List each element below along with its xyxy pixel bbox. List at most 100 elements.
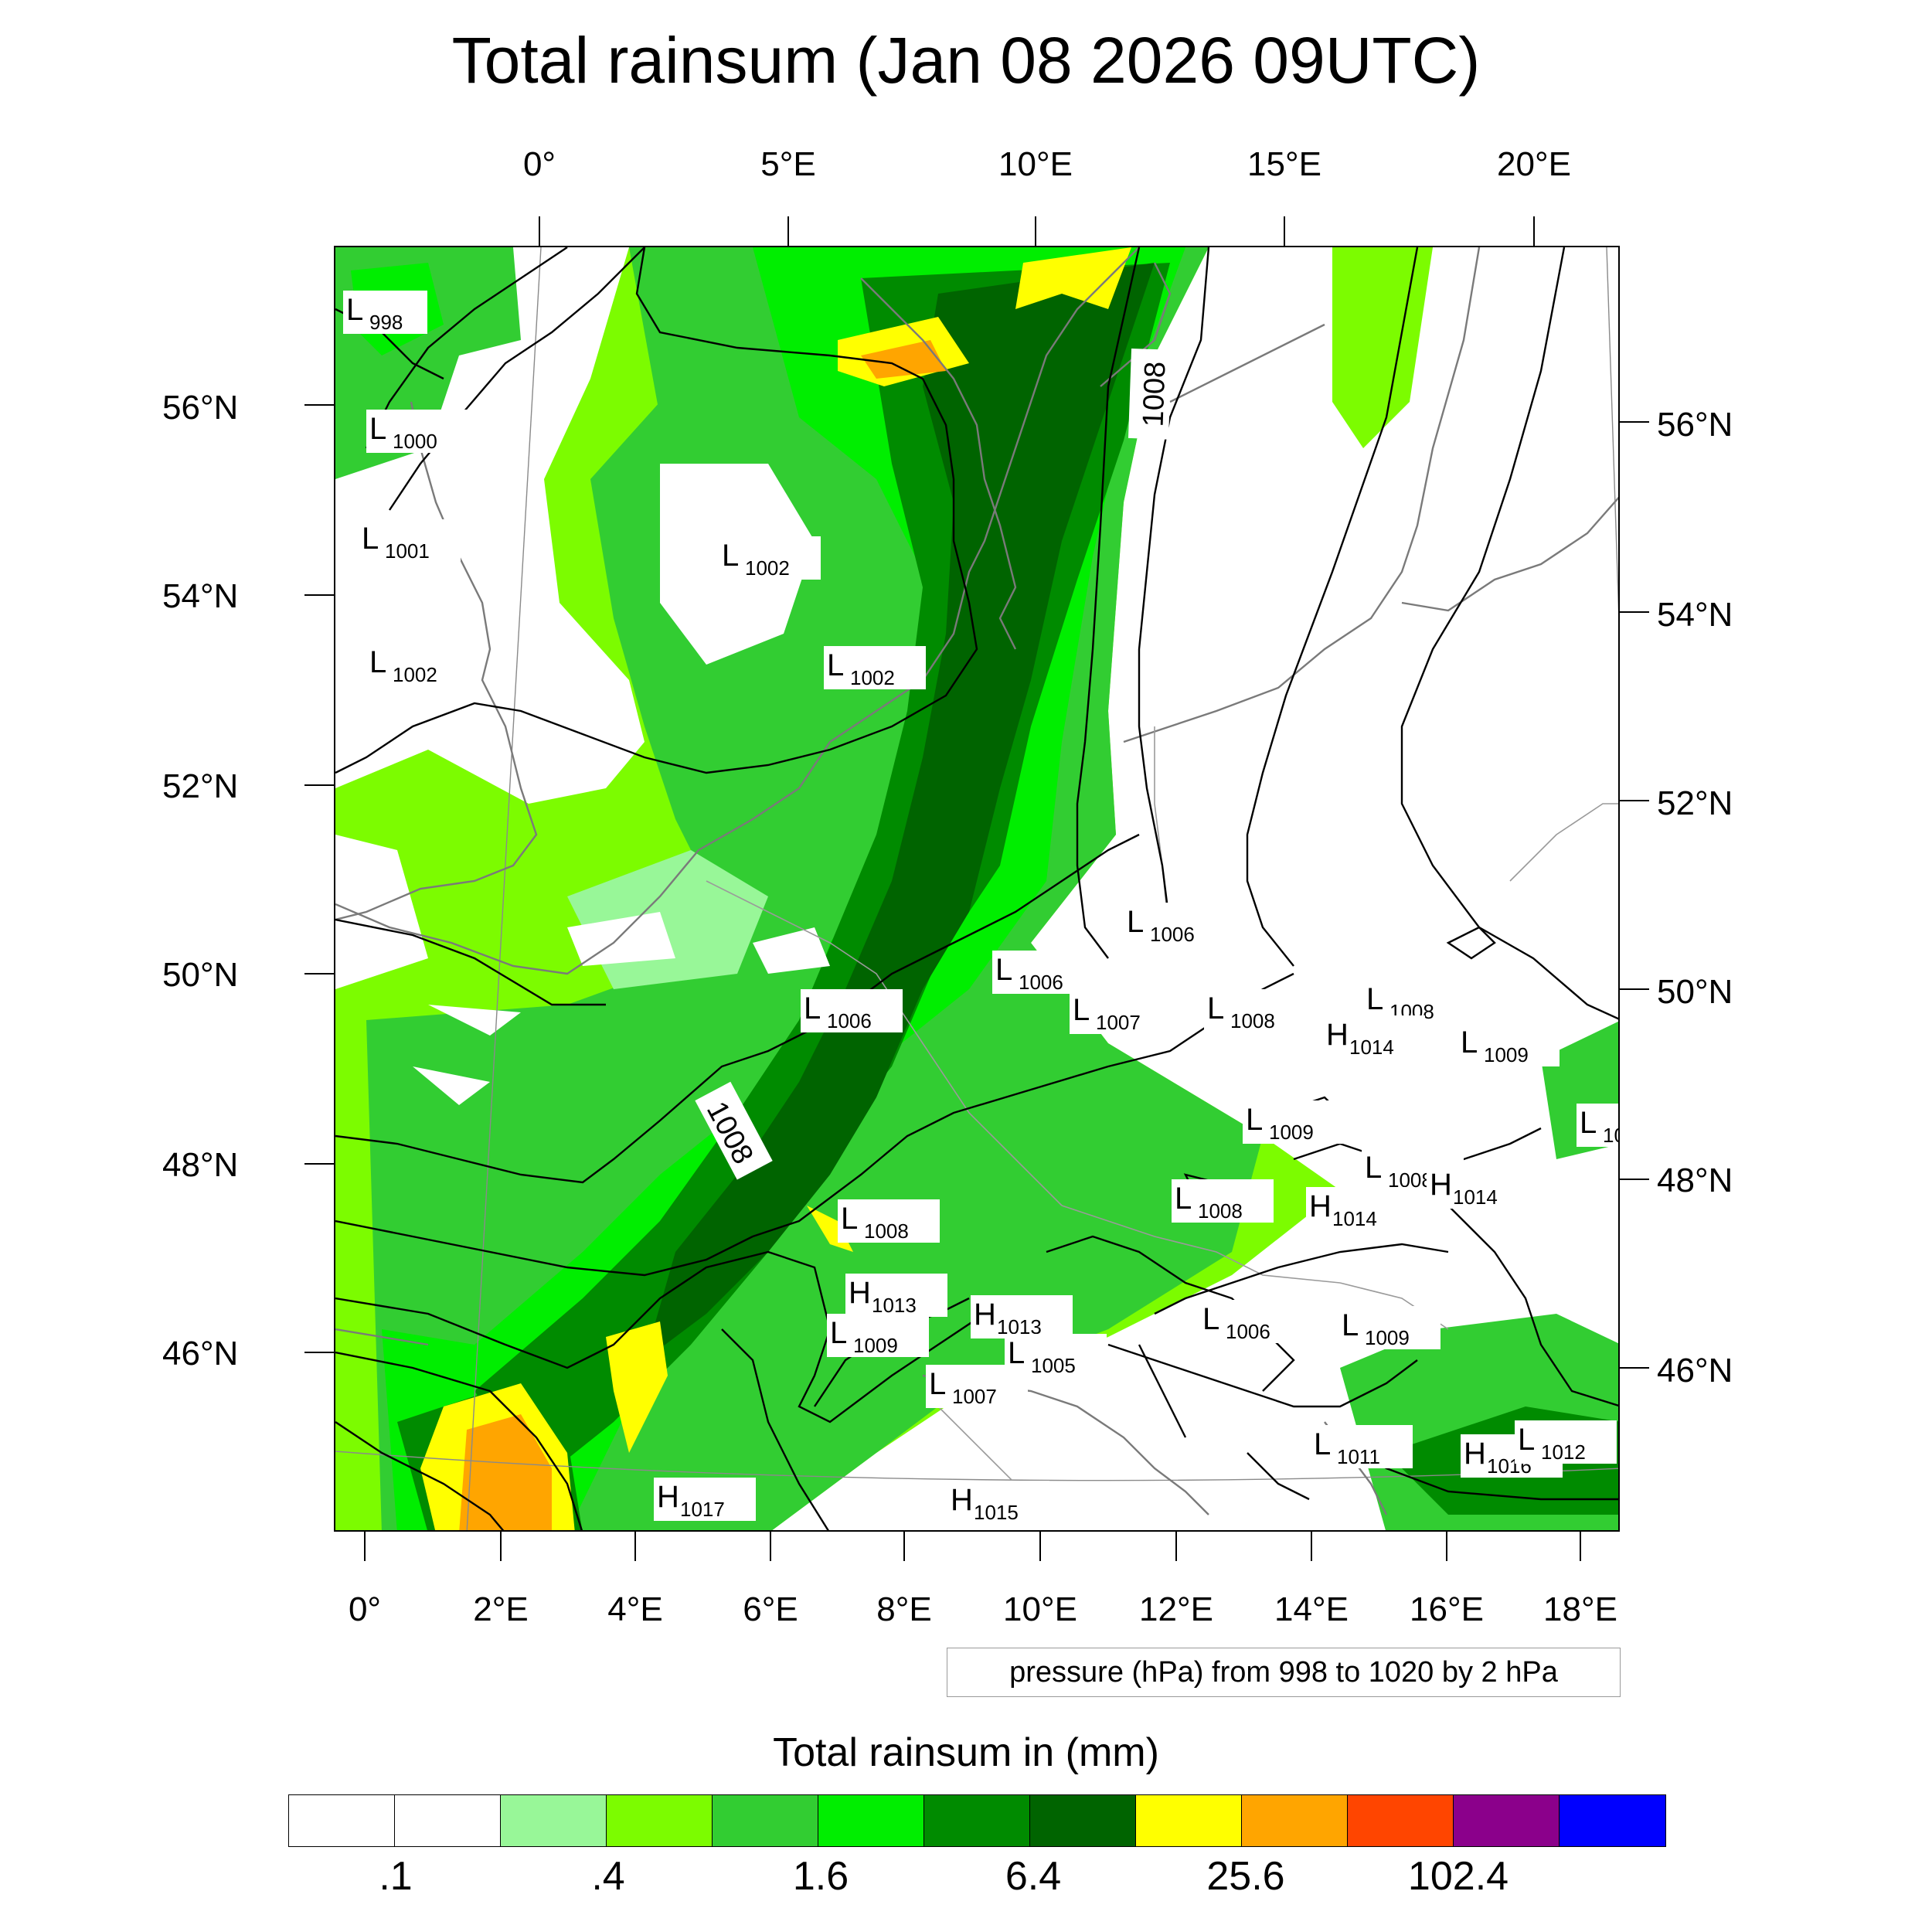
right-lat-label: 46°N [1657, 1352, 1733, 1389]
pressure-center-value: 998 [369, 311, 403, 334]
pressure-center-value: 1007 [1096, 1011, 1141, 1034]
pressure-center-value: 1014 [1332, 1207, 1377, 1230]
pressure-center-value: 10 [1603, 1124, 1620, 1147]
high-pressure-label: H 1015 [947, 1481, 1049, 1524]
pressure-center-value: 1002 [745, 556, 790, 580]
isobars [335, 247, 1618, 1530]
map-title: Total rainsum (Jan 08 2026 09UTC) [451, 24, 1481, 97]
colorbar-swatch [607, 1795, 713, 1846]
colorbar-swatch [924, 1795, 1030, 1846]
pressure-center-letter: L [722, 539, 739, 573]
pressure-center-letter: L [1202, 1302, 1219, 1336]
left-lat-label: 52°N [162, 767, 239, 805]
pressure-center-letter: L [1342, 1308, 1359, 1342]
low-pressure-label: L 1011 [1311, 1425, 1413, 1468]
low-pressure-label: L 1006 [1199, 1300, 1301, 1343]
low-pressure-label: L 1002 [719, 536, 821, 580]
high-pressure-label: H 1014 [1427, 1165, 1529, 1209]
low-pressure-label: L 1007 [926, 1365, 1028, 1408]
pressure-center-letter: L [1127, 905, 1144, 939]
colorbar-label: 6.4 [1005, 1854, 1062, 1899]
pressure-center-letter: L [1461, 1026, 1478, 1060]
pressure-center-value: 1009 [1484, 1043, 1529, 1066]
bottom-lon-label: 12°E [1139, 1590, 1213, 1628]
low-pressure-label: L 1008 [1172, 1179, 1274, 1223]
pressure-center-letter: L [830, 1316, 847, 1350]
top-lon-label: 10°E [998, 145, 1073, 183]
high-pressure-label: H 1013 [971, 1295, 1073, 1338]
bottom-lon-label: 4°E [607, 1590, 663, 1628]
low-pressure-label: L 1008 [838, 1199, 940, 1243]
low-pressure-label: L 1006 [1124, 903, 1226, 946]
pressure-center-value: 1009 [1269, 1121, 1314, 1144]
pressure-center-value: 1015 [974, 1501, 1019, 1524]
top-lon-label: 5°E [760, 145, 816, 183]
pressure-center-value: 1017 [680, 1498, 725, 1521]
low-pressure-label: L 1008 [1204, 989, 1306, 1032]
bottom-lon-label: 18°E [1543, 1590, 1617, 1628]
pressure-center-value: 1011 [1337, 1445, 1380, 1468]
colorbar-swatch [1454, 1795, 1560, 1846]
low-pressure-label: L 1009 [1458, 1023, 1560, 1066]
pressure-center-letter: H [974, 1298, 996, 1332]
left-lat-label: 54°N [162, 577, 239, 615]
pressure-center-value: 1008 [1230, 1009, 1275, 1032]
top-lon-label: 15°E [1247, 145, 1321, 183]
right-lat-label: 54°N [1657, 596, 1733, 634]
pressure-center-letter: L [1366, 982, 1383, 1016]
bottom-lon-label: 16°E [1410, 1590, 1484, 1628]
pressure-center-value: 1002 [393, 663, 437, 686]
bottom-lon-label: 2°E [473, 1590, 529, 1628]
low-pressure-label: L 10 [1577, 1104, 1620, 1147]
low-pressure-label: L 1012 [1515, 1420, 1617, 1464]
pressure-center-value: 1006 [827, 1009, 872, 1032]
pressure-center-value: 1013 [872, 1294, 917, 1317]
pressure-center-letter: L [827, 648, 844, 682]
pressure-center-letter: L [1365, 1151, 1382, 1185]
rain-shading [335, 247, 1618, 1530]
low-pressure-label: L 1007 [1070, 991, 1172, 1034]
colorbar-label: 1.6 [792, 1854, 849, 1899]
pressure-center-letter: L [362, 522, 379, 556]
pressure-center-letter: L [1580, 1106, 1597, 1140]
pressure-center-letter: L [1518, 1423, 1535, 1457]
right-lat-label: 50°N [1657, 973, 1733, 1011]
contour-value-label: 1008 [1138, 361, 1172, 427]
pressure-center-letter: L [995, 953, 1012, 987]
pressure-center-letter: L [1314, 1427, 1331, 1461]
map-panel: L 998 L 1000 L 1001 L 1002 L 1002 L 1002 L 1006 L 1006 L… [334, 246, 1620, 1532]
colorbar-swatch [501, 1795, 607, 1846]
pressure-center-value: 1005 [1031, 1354, 1076, 1377]
pressure-center-letter: L [804, 992, 821, 1026]
pressure-center-value: 1006 [1019, 971, 1063, 994]
low-pressure-label: L 998 [343, 291, 427, 334]
left-lat-label: 50°N [162, 956, 239, 994]
right-lat-label: 56°N [1657, 406, 1733, 444]
colorbar-label: .4 [591, 1854, 625, 1899]
pressure-center-letter: L [929, 1367, 946, 1401]
colorbar-swatch [289, 1795, 395, 1846]
pressure-center-letter: L [369, 645, 386, 679]
low-pressure-label: L 1000 [366, 410, 468, 453]
pressure-center-value: 1014 [1453, 1185, 1498, 1209]
pressure-center-letter: L [1008, 1336, 1025, 1370]
colorbar-label: 25.6 [1206, 1854, 1285, 1899]
high-pressure-label: H 1013 [845, 1274, 947, 1317]
pressure-center-letter: H [1430, 1168, 1452, 1202]
colorbar-title: Total rainsum in (mm) [773, 1730, 1159, 1775]
left-lat-label: 46°N [162, 1335, 239, 1372]
low-pressure-label: L 1006 [992, 951, 1094, 994]
low-pressure-label: L 1009 [1243, 1100, 1345, 1144]
pressure-center-value: 1009 [1365, 1326, 1410, 1349]
colorbar-swatch [1560, 1795, 1665, 1846]
pressure-center-value: 1008 [1198, 1199, 1243, 1223]
pressure-center-letter: L [841, 1202, 858, 1236]
low-pressure-label: L 1001 [359, 519, 461, 563]
colorbar-label: .1 [379, 1854, 413, 1899]
pressure-center-value: 1000 [393, 430, 437, 453]
low-pressure-label: L 1002 [824, 646, 926, 689]
pressure-center-value: 1009 [853, 1334, 898, 1357]
colorbar-swatch [818, 1795, 924, 1846]
